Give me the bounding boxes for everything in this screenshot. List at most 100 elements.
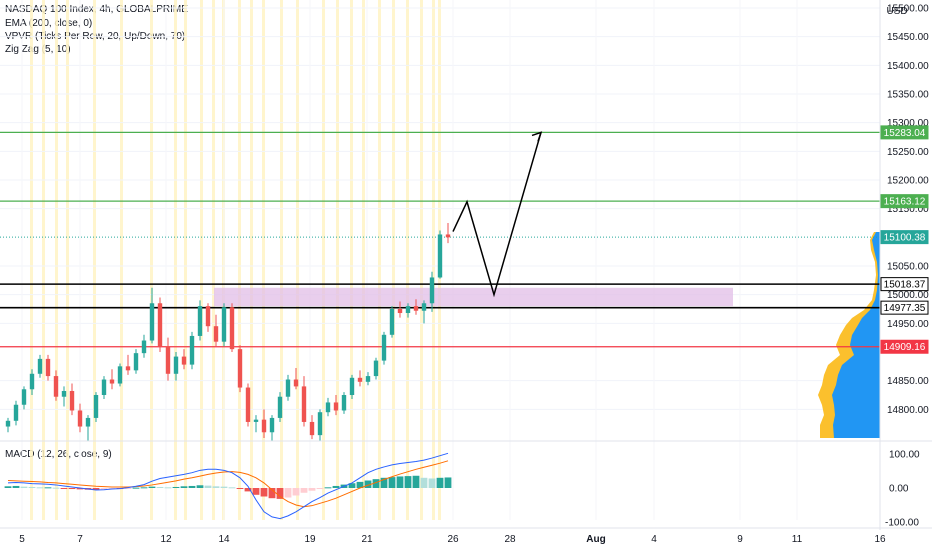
macd-histogram-bar (36, 487, 44, 489)
candle-body (13, 404, 19, 421)
candle (45, 354, 51, 381)
macd-histogram-bar (132, 487, 140, 489)
candle-body (413, 306, 419, 311)
candle (405, 303, 411, 318)
session-band (238, 0, 241, 520)
candle (429, 271, 435, 312)
candle-body (405, 306, 411, 314)
session-band (42, 0, 45, 520)
candle-body (333, 402, 339, 411)
date-tick-label: 11 (792, 534, 803, 545)
macd-histogram-bar (276, 488, 284, 499)
candle (133, 349, 139, 374)
price-tick-label: 15050.00 (887, 262, 929, 273)
candle-body (53, 376, 59, 397)
macd-histogram-bar (188, 485, 196, 488)
macd-histogram-bar (12, 485, 20, 488)
candle-body (221, 307, 227, 342)
candle (413, 299, 419, 315)
price-tick-label: 15000.00 (887, 290, 929, 301)
macd-histogram-bar (324, 487, 332, 489)
date-tick-label: 19 (304, 534, 316, 545)
candles (5, 223, 451, 441)
candle (21, 386, 27, 410)
candle-body (325, 402, 331, 413)
candle-body (149, 303, 155, 341)
candle (237, 345, 243, 393)
candle (189, 331, 195, 370)
candle (141, 334, 147, 358)
macd-histogram-bar (196, 485, 204, 488)
session-band (406, 0, 409, 520)
macd-tick-label: -100.00 (885, 518, 919, 529)
candle-body (429, 277, 435, 304)
macd-pane (0, 440, 932, 520)
session-band (120, 0, 123, 520)
currency-label[interactable]: USD (886, 6, 907, 17)
candle (421, 300, 427, 324)
macd-histogram-bar (212, 486, 220, 488)
projection-path[interactable] (452, 131, 543, 298)
candle-body (173, 356, 179, 374)
macd-histogram-bar (372, 479, 380, 488)
macd-histogram-bar (76, 488, 84, 490)
candle (365, 372, 371, 386)
price-tag-bg (880, 339, 929, 354)
candle (285, 374, 291, 401)
candle-body (197, 306, 203, 336)
candle (229, 303, 235, 352)
price-tick-label: 15450.00 (887, 32, 929, 43)
session-band (30, 0, 33, 520)
candle-body (293, 379, 299, 387)
candle-body (93, 395, 99, 418)
candle-body (261, 419, 267, 433)
candle-body (301, 386, 307, 422)
session-band (200, 0, 203, 520)
macd-histogram-bar (412, 475, 420, 488)
candle (245, 383, 251, 427)
macd-histogram-bar (204, 485, 212, 488)
price-tag-bg (880, 277, 929, 292)
candle-body (237, 349, 243, 388)
candle-body (109, 379, 115, 384)
date-tick-label: 9 (737, 534, 743, 545)
candle-body (205, 306, 211, 327)
candle-body (397, 309, 403, 314)
candle-body (277, 396, 283, 418)
candle-body (5, 420, 11, 427)
macd-histogram-bar (228, 487, 236, 489)
candle-body (61, 390, 67, 397)
candle-body (309, 421, 315, 436)
candle-body (125, 366, 131, 371)
candle-body (341, 395, 347, 411)
candle-body (165, 346, 171, 374)
candle-body (421, 303, 427, 311)
macd-histogram-bar (124, 488, 132, 489)
macd-histogram-bar (236, 488, 244, 489)
session-band (378, 0, 381, 520)
price-tick-label: 15500.00 (887, 4, 929, 15)
price-tick-label: 15150.00 (887, 204, 929, 215)
session-band (93, 0, 96, 520)
candle (357, 370, 363, 387)
price-tick-label: 14800.00 (887, 405, 929, 416)
macd-line (7, 452, 449, 520)
session-band (184, 0, 187, 520)
candle (269, 415, 275, 441)
date-tick-label: 12 (160, 534, 172, 545)
candle-body (349, 377, 355, 395)
zone-rect (214, 287, 733, 307)
macd-histogram-bar (420, 477, 428, 488)
candle-body (245, 387, 251, 422)
price-tag-black: 15018.37 (880, 277, 929, 292)
macd-histogram-bar (44, 487, 52, 489)
candle (213, 314, 219, 347)
candle-body (117, 366, 123, 384)
session-band (55, 0, 58, 520)
price-tag-green: 15163.12 (880, 194, 929, 209)
price-tag-label: 14977.35 (884, 303, 926, 314)
candle-body (373, 360, 379, 377)
macd-histogram-bar (436, 477, 444, 488)
